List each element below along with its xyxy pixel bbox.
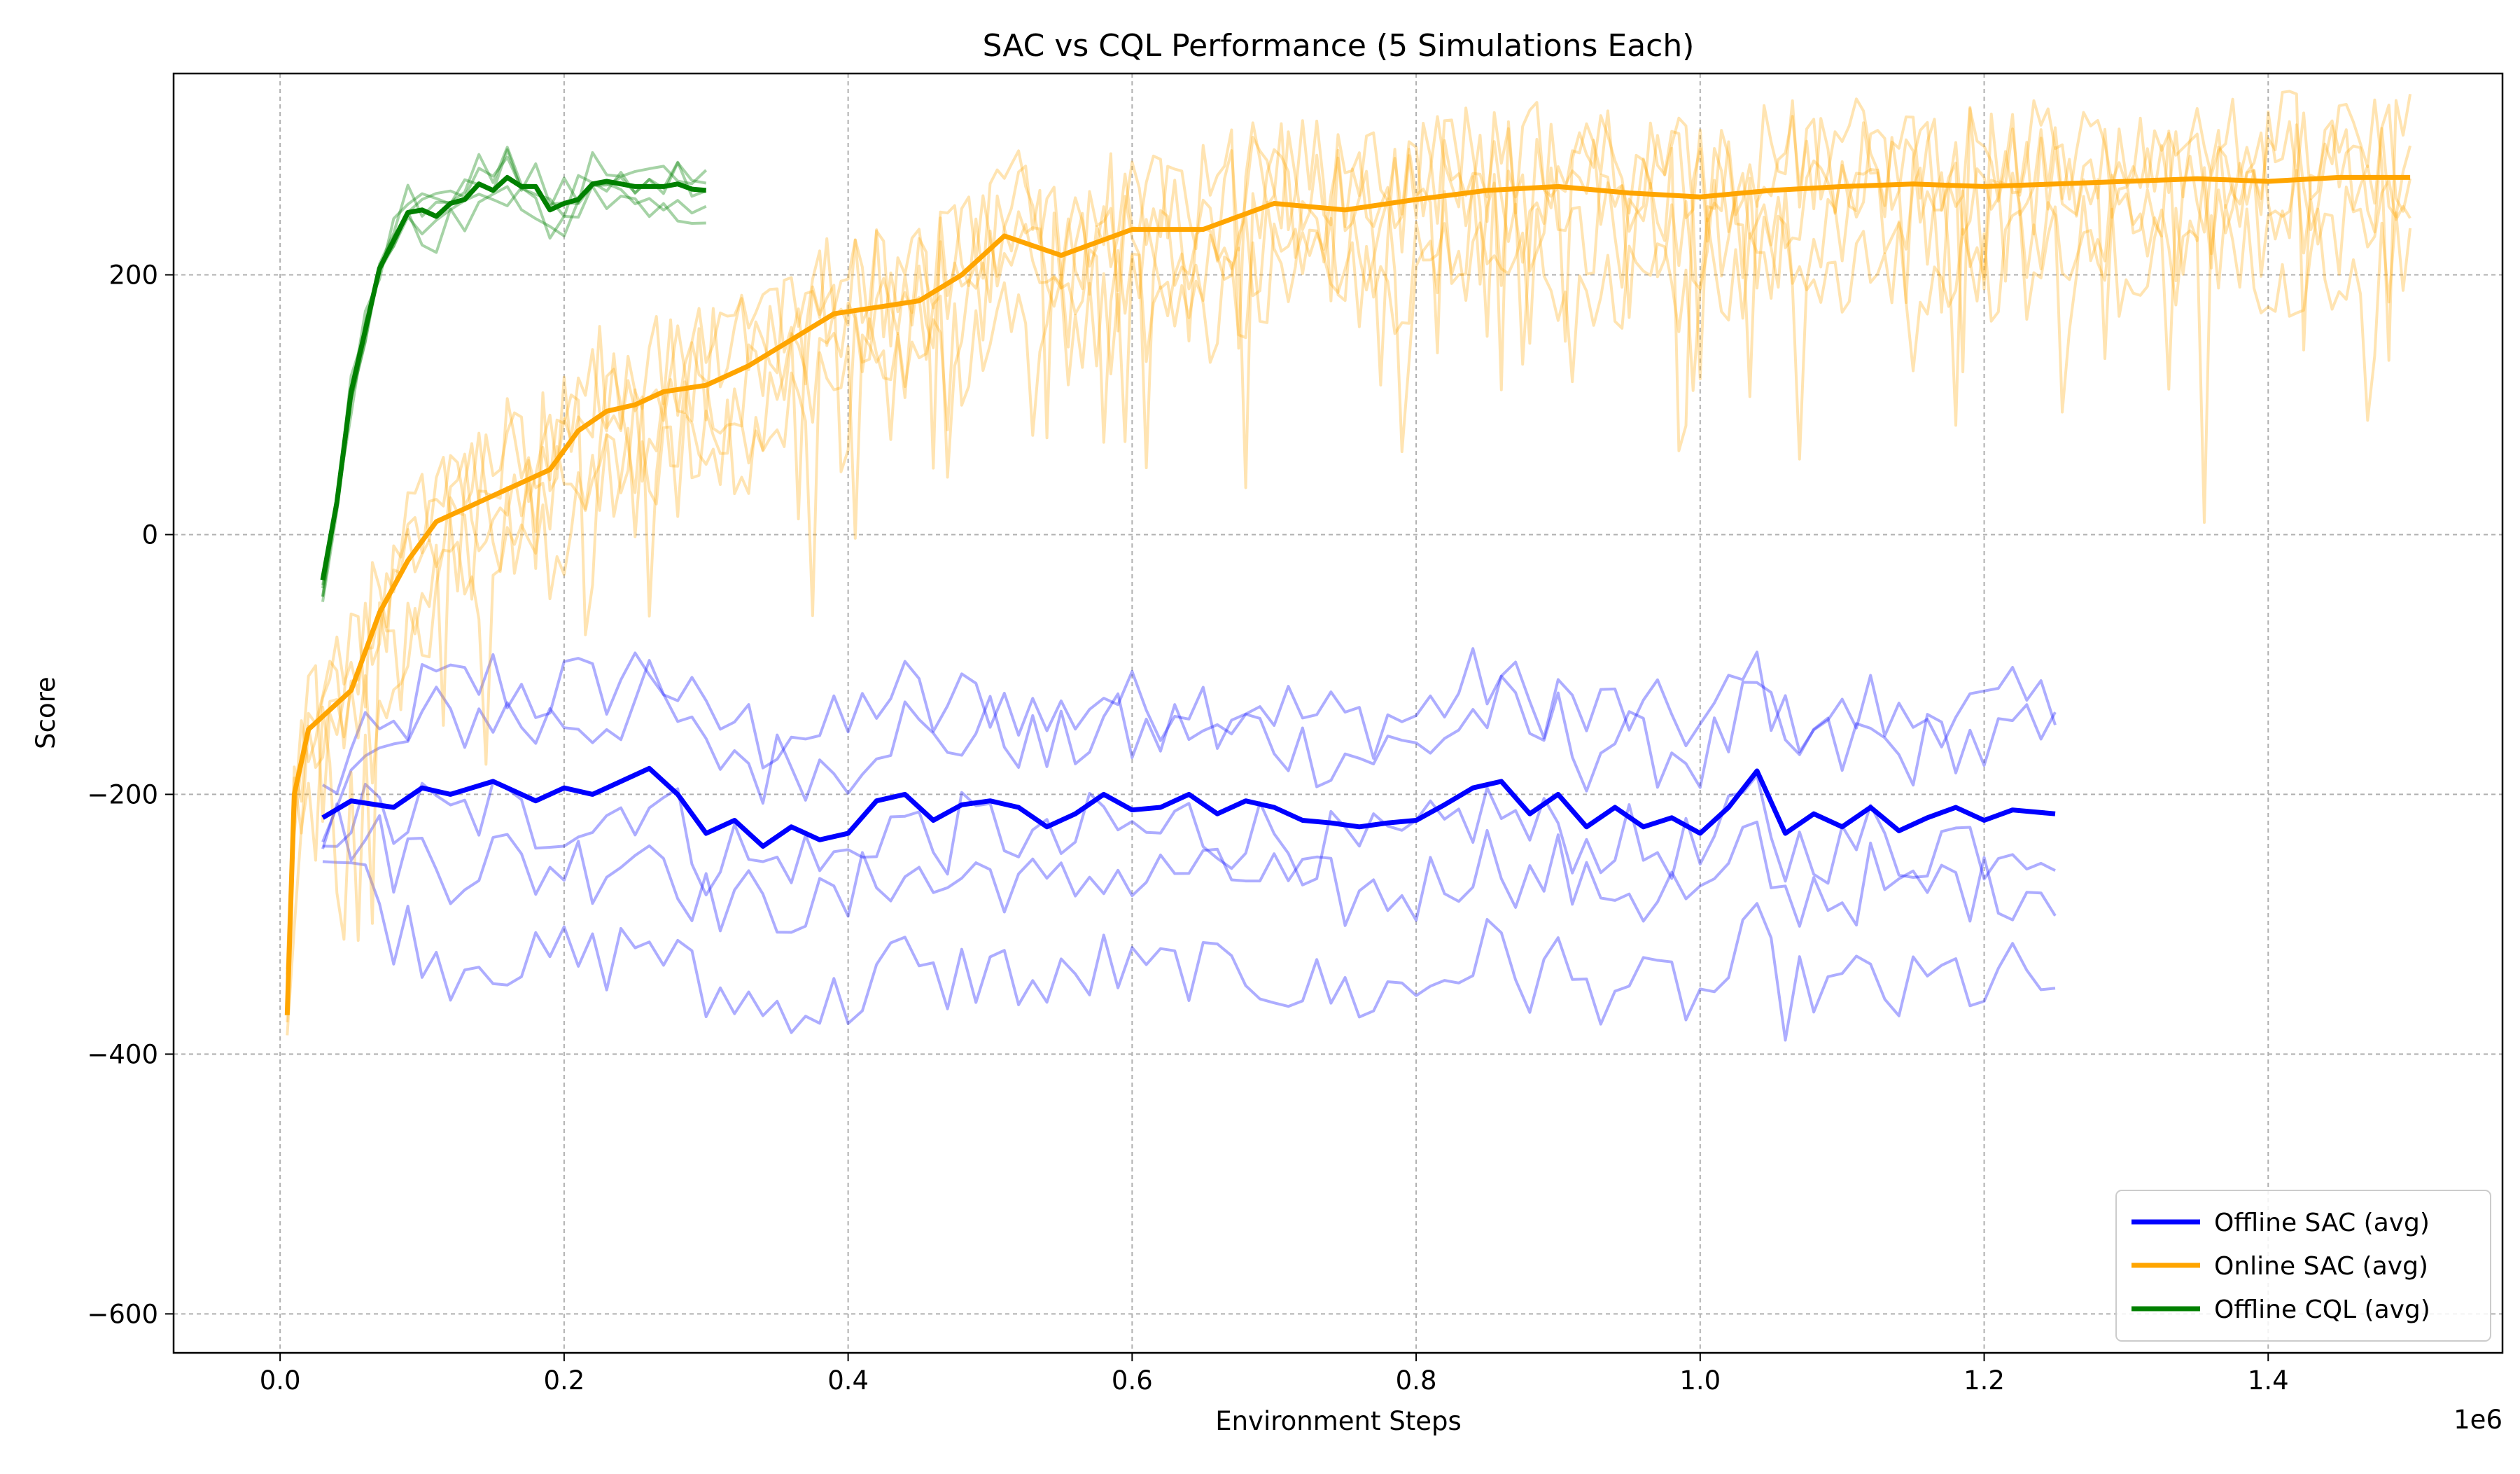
simulation-line [321,647,2057,795]
x-tick-label: 1.4 [2248,1365,2289,1396]
y-tick-label: −600 [87,1299,158,1329]
legend: Offline SAC (avg) Online SAC (avg) Offline… [2115,1190,2491,1342]
simulation-line [286,104,2412,1022]
x-axis-ticks: 0.0 0.2 0.4 0.6 0.8 1.0 1.2 1.4 [260,1353,2289,1396]
y-tick-label: −400 [87,1039,158,1069]
y-axis-ticks: −600 −400 −200 0 200 [87,260,174,1329]
simulation-line [322,774,2056,897]
simulation-line [321,802,2057,934]
grid-layer [174,74,2502,1353]
y-tick-label: 200 [108,260,158,290]
series-lines [284,174,2411,1015]
legend-label: Offline SAC (avg) [2214,1209,2430,1237]
simulation-line [322,860,2056,1042]
x-tick-label: 0.2 [543,1365,584,1396]
x-tick-label: 0.8 [1396,1365,1437,1396]
simulation-line [321,659,2057,843]
plot-frame [172,72,2504,1354]
x-tick-label: 0.6 [1112,1365,1153,1396]
y-axis-label: Score [31,676,61,749]
legend-box [2115,1190,2491,1342]
y-tick-label: 0 [141,520,158,550]
simulation-line [286,162,2412,1036]
simulation-line [286,123,2412,970]
simulation-line [321,146,708,597]
series-line-2 [320,174,707,581]
x-axis-offset-label: 1e6 [2454,1405,2502,1435]
legend-label: Online SAC (avg) [2214,1252,2428,1281]
x-tick-label: 0.4 [827,1365,869,1396]
series-line-1 [284,174,2411,1015]
y-tick-label: −200 [87,779,158,809]
x-tick-label: 1.2 [1963,1365,2005,1396]
legend-items: Offline SAC (avg) Online SAC (avg) Offline… [2132,1209,2430,1324]
series-line-0 [321,765,2056,849]
x-tick-label: 1.0 [1679,1365,1721,1396]
simulation-line [286,204,2412,975]
chart-title: SAC vs CQL Performance (5 Simulations Ea… [983,28,1695,64]
x-axis-label: Environment Steps [1215,1406,1462,1436]
simulation-line [286,90,2412,975]
legend-label: Offline CQL (avg) [2214,1295,2430,1324]
x-tick-label: 0.0 [260,1365,301,1396]
